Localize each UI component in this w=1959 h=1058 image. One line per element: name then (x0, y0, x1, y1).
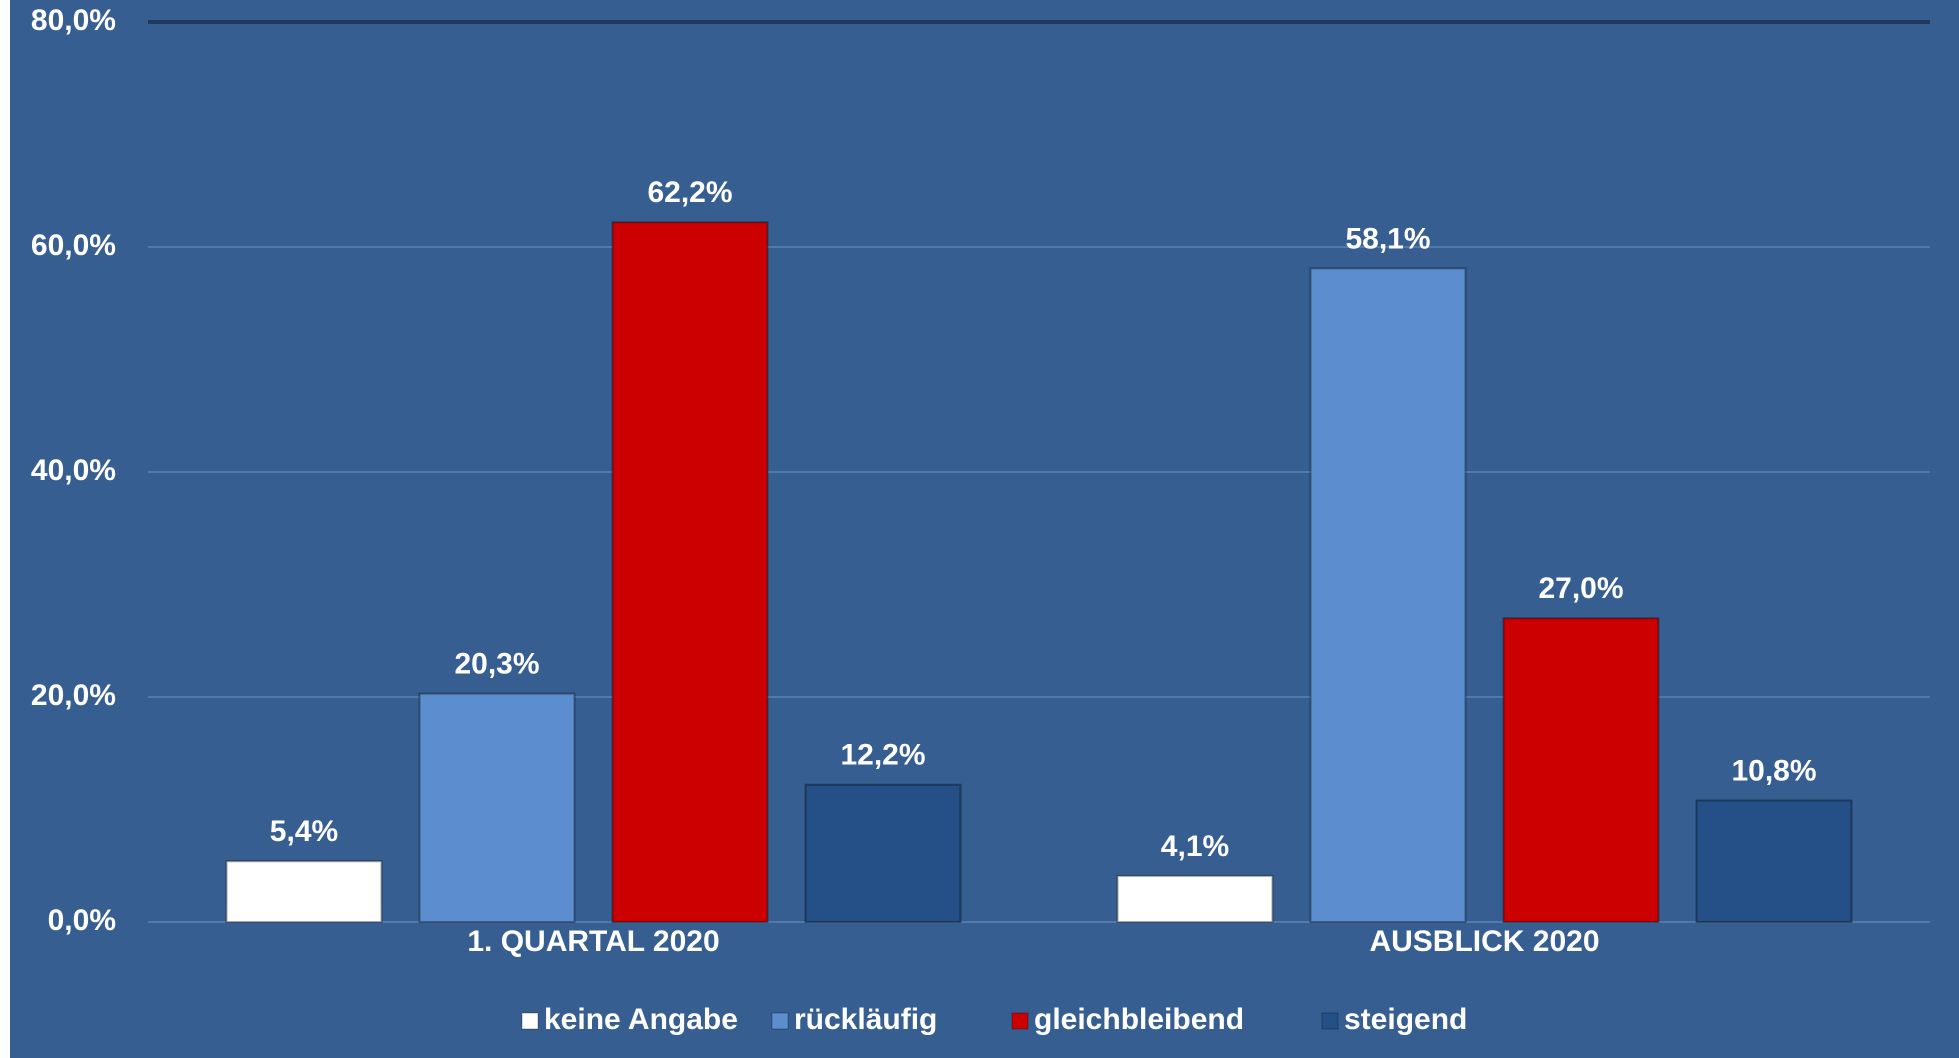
value-label: 20,3% (454, 648, 539, 681)
x-tick-label: AUSBLICK 2020 (1369, 925, 1599, 958)
legend-label: rückläufig (794, 1003, 937, 1036)
bar (1502, 617, 1660, 923)
legend-swatch (771, 1012, 789, 1030)
value-label: 58,1% (1345, 222, 1430, 255)
value-label: 4,1% (1161, 830, 1229, 863)
legend-swatch (521, 1012, 539, 1030)
y-tick-label: 80,0% (31, 4, 116, 37)
value-label: 62,2% (647, 176, 732, 209)
bar (1309, 267, 1467, 923)
value-label: 5,4% (270, 815, 338, 848)
value-label: 27,0% (1538, 572, 1623, 605)
legend-label: keine Angabe (544, 1003, 738, 1036)
bar (225, 860, 383, 923)
bar (1116, 874, 1274, 923)
y-tick-label: 20,0% (31, 679, 116, 712)
legend-label: gleichbleibend (1034, 1003, 1244, 1036)
value-label: 12,2% (840, 739, 925, 772)
value-label: 10,8% (1731, 754, 1816, 787)
x-tick-label: 1. QUARTAL 2020 (467, 925, 719, 958)
legend-swatch (1321, 1012, 1339, 1030)
bar (1695, 799, 1853, 923)
y-tick-label: 0,0% (48, 904, 116, 937)
legend-swatch (1011, 1012, 1029, 1030)
y-tick-label: 60,0% (31, 229, 116, 262)
y-tick-label: 40,0% (31, 454, 116, 487)
bar (418, 692, 576, 923)
bar (804, 783, 962, 923)
legend-label: steigend (1344, 1003, 1467, 1036)
bar (611, 221, 769, 923)
